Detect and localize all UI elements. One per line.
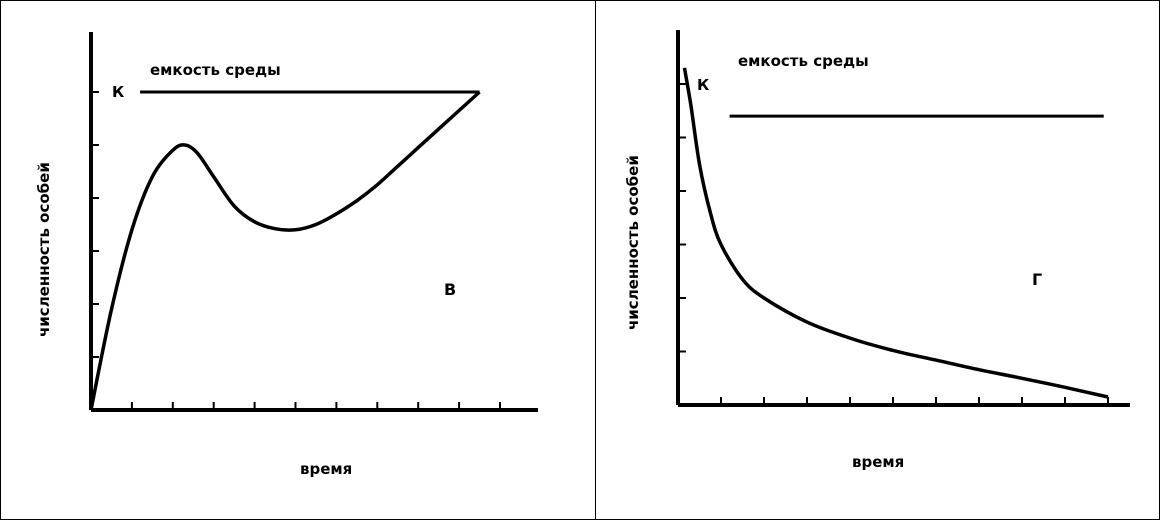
axis-ticks-right [678,83,1109,405]
capacity-symbol-left: К [112,83,125,101]
panel-letter-left: В [444,280,456,299]
chart-panel-right: емкость среды К Г время численность особ… [624,30,1130,471]
y-axis-label-left: численность особей [35,162,53,337]
chart-panel-left: емкость среды К В время численность особ… [35,32,538,478]
capacity-label-left: емкость среды [150,61,281,79]
x-axis-label-left: время [300,460,352,478]
population-curve-right [682,67,1109,399]
y-axis-label-right: численность особей [624,155,642,330]
axis-ticks-left [91,91,501,410]
x-axis-label-right: время [852,453,904,471]
population-curve-left [89,90,481,411]
capacity-label-right: емкость среды [738,52,869,70]
capacity-symbol-right: К [697,76,710,94]
panel-letter-right: Г [1032,270,1042,289]
